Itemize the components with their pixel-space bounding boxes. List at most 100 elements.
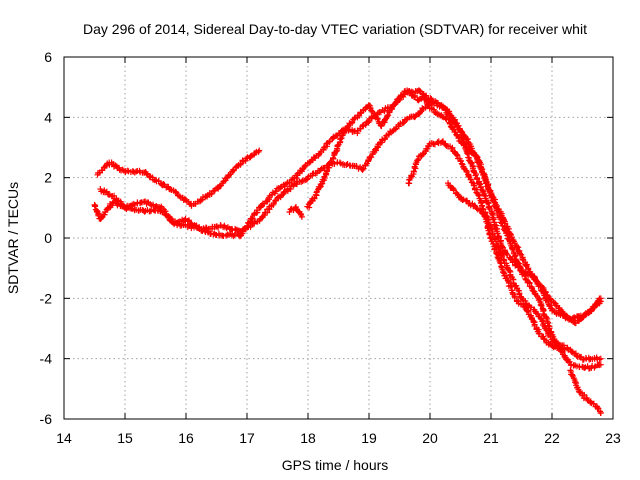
data-point — [399, 120, 406, 127]
data-point — [561, 312, 568, 319]
data-point — [476, 180, 483, 187]
data-point — [176, 193, 183, 200]
data-point — [368, 154, 375, 161]
x-tick-label: 15 — [117, 430, 133, 446]
data-point — [374, 116, 381, 123]
data-point — [243, 155, 250, 162]
data-point — [287, 206, 294, 213]
data-point — [333, 148, 340, 155]
data-point — [298, 213, 305, 220]
data-point — [506, 267, 513, 274]
data-point — [597, 409, 604, 416]
y-axis-label: SDTVAR / TECUs — [5, 182, 21, 294]
chart-title: Day 296 of 2014, Sidereal Day-to-day VTE… — [83, 21, 587, 37]
series-track-g — [567, 367, 604, 416]
data-point — [365, 102, 372, 109]
data-point — [400, 91, 407, 98]
data-point — [537, 301, 544, 308]
data-point — [485, 186, 492, 193]
data-point — [552, 302, 559, 309]
data-point — [517, 250, 524, 257]
grid — [64, 57, 613, 419]
x-axis-label: GPS time / hours — [282, 457, 389, 473]
data-point — [455, 122, 462, 129]
y-tick-label: 0 — [44, 230, 52, 246]
data-point — [497, 219, 504, 226]
data-point — [581, 364, 588, 371]
y-tick-label: -2 — [40, 290, 53, 306]
data-point — [197, 197, 204, 204]
data-point — [465, 173, 472, 180]
data-point — [419, 151, 426, 158]
data-point — [536, 330, 543, 337]
data-point — [572, 379, 579, 386]
data-point — [256, 147, 263, 154]
data-point — [509, 245, 516, 252]
data-point — [188, 220, 195, 227]
data-point — [298, 178, 305, 185]
data-point — [230, 233, 237, 240]
data-point — [536, 296, 543, 303]
data-point — [543, 314, 550, 321]
data-point — [493, 238, 500, 245]
y-tick-label: -4 — [40, 351, 53, 367]
data-point — [249, 215, 256, 222]
data-point — [481, 213, 488, 220]
data-point — [457, 157, 464, 164]
data-point — [248, 216, 255, 223]
data-point — [454, 191, 461, 198]
data-point — [360, 165, 367, 172]
data-point — [473, 205, 480, 212]
x-tick-label: 14 — [56, 430, 72, 446]
data-point — [359, 166, 366, 173]
axis-ticks: 14 15 16 17 18 19 20 21 22 23 -6 -4 -2 0 2 4 6 — [40, 49, 621, 446]
data-point — [146, 208, 153, 215]
data-point — [91, 203, 98, 210]
data-point — [477, 206, 484, 213]
data-point — [351, 115, 358, 122]
series-track-b — [91, 98, 604, 323]
data-point — [407, 89, 414, 96]
data-point — [473, 153, 480, 160]
data-point — [538, 302, 545, 309]
data-points — [91, 87, 604, 416]
data-point — [573, 352, 580, 359]
data-point — [425, 143, 432, 150]
y-tick-label: 2 — [44, 170, 52, 186]
data-point — [518, 251, 525, 258]
x-tick-label: 17 — [239, 430, 255, 446]
y-tick-label: 4 — [44, 109, 52, 125]
data-point — [273, 188, 280, 195]
data-point — [425, 102, 432, 109]
data-point — [392, 101, 399, 108]
data-point — [98, 214, 105, 221]
data-point — [242, 226, 249, 233]
data-point — [460, 131, 467, 138]
data-point — [336, 159, 343, 166]
data-point — [455, 135, 462, 142]
data-point — [344, 123, 351, 130]
data-point — [561, 346, 568, 353]
data-point — [489, 210, 496, 217]
data-point — [594, 404, 601, 411]
data-point — [412, 113, 419, 120]
data-point — [519, 255, 526, 262]
series-track-a — [94, 147, 263, 209]
data-point — [223, 225, 230, 232]
data-point — [431, 109, 438, 116]
y-tick-label: 6 — [44, 49, 52, 65]
data-point — [167, 215, 174, 222]
x-tick-label: 22 — [544, 430, 560, 446]
y-tick-label: -6 — [40, 411, 53, 427]
data-point — [569, 371, 576, 378]
data-point — [537, 283, 544, 290]
data-point — [500, 269, 507, 276]
data-point — [490, 216, 497, 223]
plot-frame — [63, 56, 614, 420]
data-point — [597, 361, 604, 368]
data-point — [414, 157, 421, 164]
x-tick-label: 19 — [361, 430, 377, 446]
data-point — [597, 298, 604, 305]
data-point — [490, 198, 497, 205]
